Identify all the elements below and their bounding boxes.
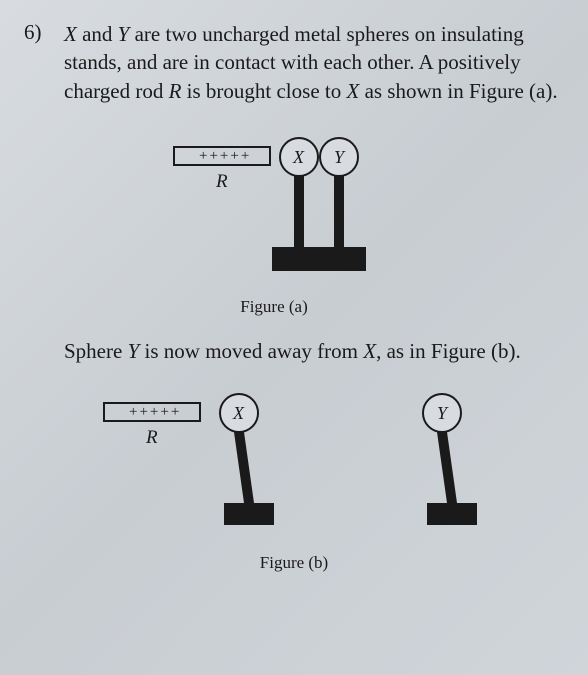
var-x-body: X (363, 339, 376, 363)
text-segment: Sphere (64, 339, 128, 363)
figure-b-svg: +++++ R X Y (74, 385, 514, 545)
body-paragraph: Sphere Y is now moved away from X, as in… (64, 337, 564, 365)
sphere-x-label: X (292, 147, 305, 167)
text-segment: as shown in Figure (a). (359, 79, 557, 103)
figure-a-svg: +++++ R X Y (144, 129, 404, 289)
var-r: R (169, 79, 182, 103)
var-x2: X (346, 79, 359, 103)
figure-a-container: +++++ R X Y Figure (a) (0, 129, 564, 317)
stand-y-pole (334, 176, 344, 247)
rod-charges: +++++ (129, 404, 181, 420)
stand-x-pole (294, 176, 304, 247)
text-segment: and (77, 22, 118, 46)
var-y: Y (118, 22, 130, 46)
figure-b-container: +++++ R X Y Figure (b) (24, 385, 564, 573)
stand-x-pole (234, 432, 254, 503)
rod-label: R (215, 171, 228, 192)
figure-a-caption: Figure (a) (240, 297, 308, 317)
question-text: X and Y are two uncharged metal spheres … (64, 20, 564, 105)
var-y-body: Y (128, 339, 140, 363)
sphere-x-label: X (232, 403, 245, 423)
stand-base (272, 247, 366, 271)
rod-label: R (145, 427, 158, 448)
stand-y-pole (437, 432, 457, 503)
figure-b-caption: Figure (b) (260, 553, 328, 573)
text-segment: is brought close to (181, 79, 346, 103)
question-row: 6) X and Y are two uncharged metal spher… (24, 20, 564, 105)
text-segment: , as in Figure (b). (376, 339, 521, 363)
stand-x-base (224, 503, 274, 525)
text-segment: is now moved away from (139, 339, 363, 363)
question-number: 6) (24, 20, 52, 105)
stand-y-base (427, 503, 477, 525)
rod-charges: +++++ (199, 148, 251, 164)
var-x: X (64, 22, 77, 46)
